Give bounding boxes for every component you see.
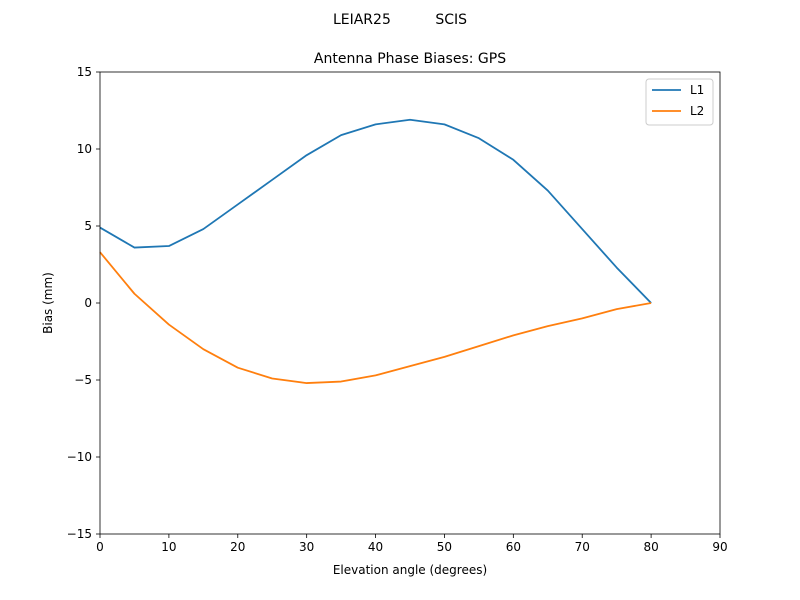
x-axis-ticks: 0 10 20 30 40 50 60 70 80 90 <box>96 534 728 554</box>
y-tick-label: −5 <box>74 373 92 387</box>
x-tick-label: 40 <box>368 540 383 554</box>
series-line-l2 <box>99 251 652 384</box>
plot-lines <box>99 118 652 384</box>
x-tick-label: 80 <box>643 540 658 554</box>
legend: L1 L2 <box>645 78 714 126</box>
legend-label-l1: L1 <box>690 83 704 97</box>
y-axis-label: Bias (mm) <box>41 272 55 334</box>
x-tick-label: 20 <box>230 540 245 554</box>
y-tick-label: 0 <box>84 296 92 310</box>
x-tick-label: 50 <box>437 540 452 554</box>
x-tick-label: 30 <box>299 540 314 554</box>
y-tick-label: 15 <box>77 65 92 79</box>
y-tick-label: 5 <box>84 219 92 233</box>
y-axis-ticks: −15 −10 −5 0 5 10 15 <box>67 65 100 541</box>
x-axis-label: Elevation angle (degrees) <box>333 563 487 577</box>
x-tick-label: 10 <box>161 540 176 554</box>
x-tick-label: 0 <box>96 540 104 554</box>
x-tick-label: 70 <box>575 540 590 554</box>
chart-title: Antenna Phase Biases: GPS <box>314 51 506 67</box>
y-tick-label: −15 <box>67 527 92 541</box>
y-tick-label: −10 <box>67 450 92 464</box>
legend-label-l2: L2 <box>690 104 704 118</box>
x-tick-label: 60 <box>506 540 521 554</box>
figure-suptitle: LEIAR25 SCIS <box>333 12 467 28</box>
x-tick-label: 90 <box>712 540 727 554</box>
series-line-l1 <box>99 118 652 304</box>
y-tick-label: 10 <box>77 142 92 156</box>
